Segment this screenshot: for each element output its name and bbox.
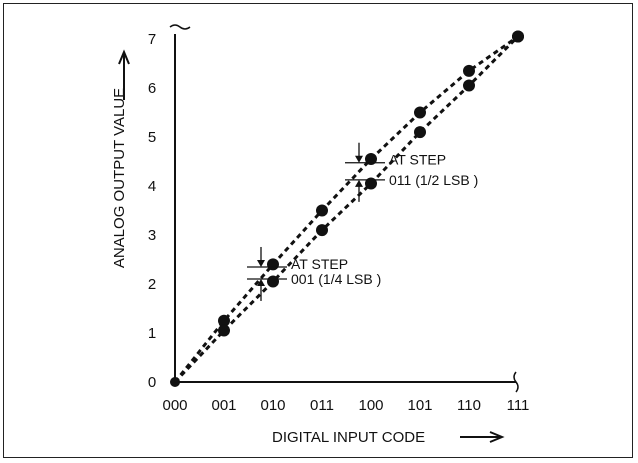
y-tick-label: 5 (148, 129, 156, 146)
data-point (267, 258, 279, 271)
annotation-arrowhead (355, 179, 363, 187)
x-axis-arrow (460, 431, 505, 443)
series-line (173, 35, 520, 384)
data-point (316, 224, 328, 237)
x-tick-label: 100 (358, 397, 383, 414)
y-tick-label: 4 (148, 178, 156, 195)
annotation-label: AT STEP (389, 152, 446, 168)
x-tick-label: 010 (260, 397, 285, 414)
y-tick-labels: 0 1 2 3 4 5 6 7 (148, 31, 156, 391)
y-tick-label: 3 (148, 227, 156, 244)
x-tick-label: 101 (407, 397, 432, 414)
x-axis-break (513, 371, 519, 393)
data-point (463, 64, 475, 77)
y-tick-label: 6 (148, 80, 156, 97)
series-line (173, 35, 519, 383)
x-tick-label: 011 (310, 397, 334, 414)
annotation-arrowhead (355, 155, 363, 163)
data-point (414, 106, 426, 119)
y-tick-label: 7 (148, 31, 156, 48)
data-point (463, 79, 475, 92)
annotation-label: AT STEP (291, 256, 348, 272)
y-tick-label: 2 (148, 276, 156, 293)
x-tick-label: 001 (211, 397, 236, 414)
x-tick-label: 000 (162, 397, 187, 414)
annotation-label: 011 (1/2 LSB ) (389, 172, 478, 188)
x-tick-label: 111 (507, 397, 530, 414)
annotation-label: 001 (1/4 LSB ) (291, 271, 381, 287)
y-axis-arrow (118, 49, 130, 100)
data-point (316, 204, 328, 217)
x-tick-labels: 000 001 010 011 100 101 110 111 (162, 397, 529, 414)
data-point (512, 30, 524, 43)
annotation-arrowhead (257, 259, 265, 267)
data-point (365, 153, 377, 166)
data-point (267, 275, 279, 288)
x-tick-label: 110 (457, 397, 481, 414)
x-axis-label: DIGITAL INPUT CODE (272, 429, 425, 446)
series-group (170, 30, 524, 387)
data-point (414, 126, 426, 139)
data-point (218, 314, 230, 327)
y-axis-break (169, 24, 191, 30)
y-tick-label: 1 (148, 325, 156, 342)
annotation-arrowhead (257, 278, 265, 286)
y-axis-label: ANALOG OUTPUT VALUE (111, 88, 128, 268)
axes (169, 24, 519, 393)
data-point (365, 177, 377, 190)
y-tick-label: 0 (148, 374, 156, 391)
data-point (218, 324, 230, 337)
